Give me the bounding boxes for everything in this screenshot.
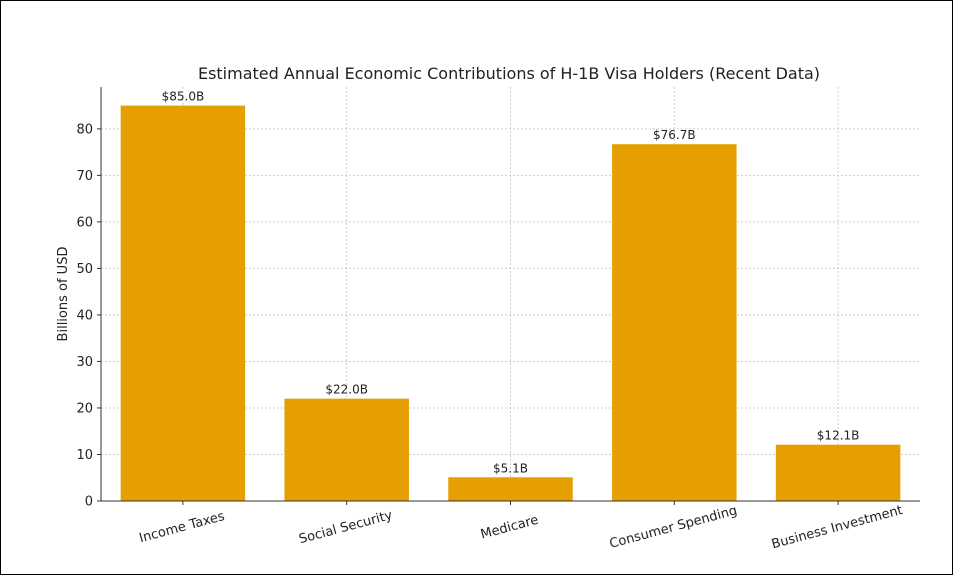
bar xyxy=(120,105,246,501)
y-tick-label: 50 xyxy=(76,262,93,277)
bar xyxy=(775,444,901,501)
y-axis-label: Billions of USD xyxy=(56,247,71,342)
y-tick-label: 40 xyxy=(76,308,93,323)
data-label: $5.1B xyxy=(493,461,528,475)
data-label: $12.1B xyxy=(817,429,860,443)
x-tick-label: Income Taxes xyxy=(138,509,227,546)
data-label: $85.0B xyxy=(162,90,205,104)
x-tick-label: Medicare xyxy=(479,513,540,543)
data-label: $76.7B xyxy=(653,128,696,142)
y-tick-label: 60 xyxy=(76,215,93,230)
x-tick-label: Social Security xyxy=(297,508,394,547)
bar xyxy=(612,144,737,501)
y-tick-label: 20 xyxy=(76,401,93,416)
y-tick-label: 10 xyxy=(76,448,93,463)
y-tick-label: 30 xyxy=(76,355,93,370)
y-tick-label: 70 xyxy=(76,169,93,184)
x-tick-label: Business Investment xyxy=(770,503,904,552)
y-tick-label: 0 xyxy=(85,495,93,510)
chart-title: Estimated Annual Economic Contributions … xyxy=(198,64,820,83)
bar xyxy=(448,477,573,501)
x-tick-label: Consumer Spending xyxy=(608,503,739,552)
bar xyxy=(284,398,409,501)
y-tick-label: 80 xyxy=(76,122,93,137)
data-label: $22.0B xyxy=(325,383,368,397)
